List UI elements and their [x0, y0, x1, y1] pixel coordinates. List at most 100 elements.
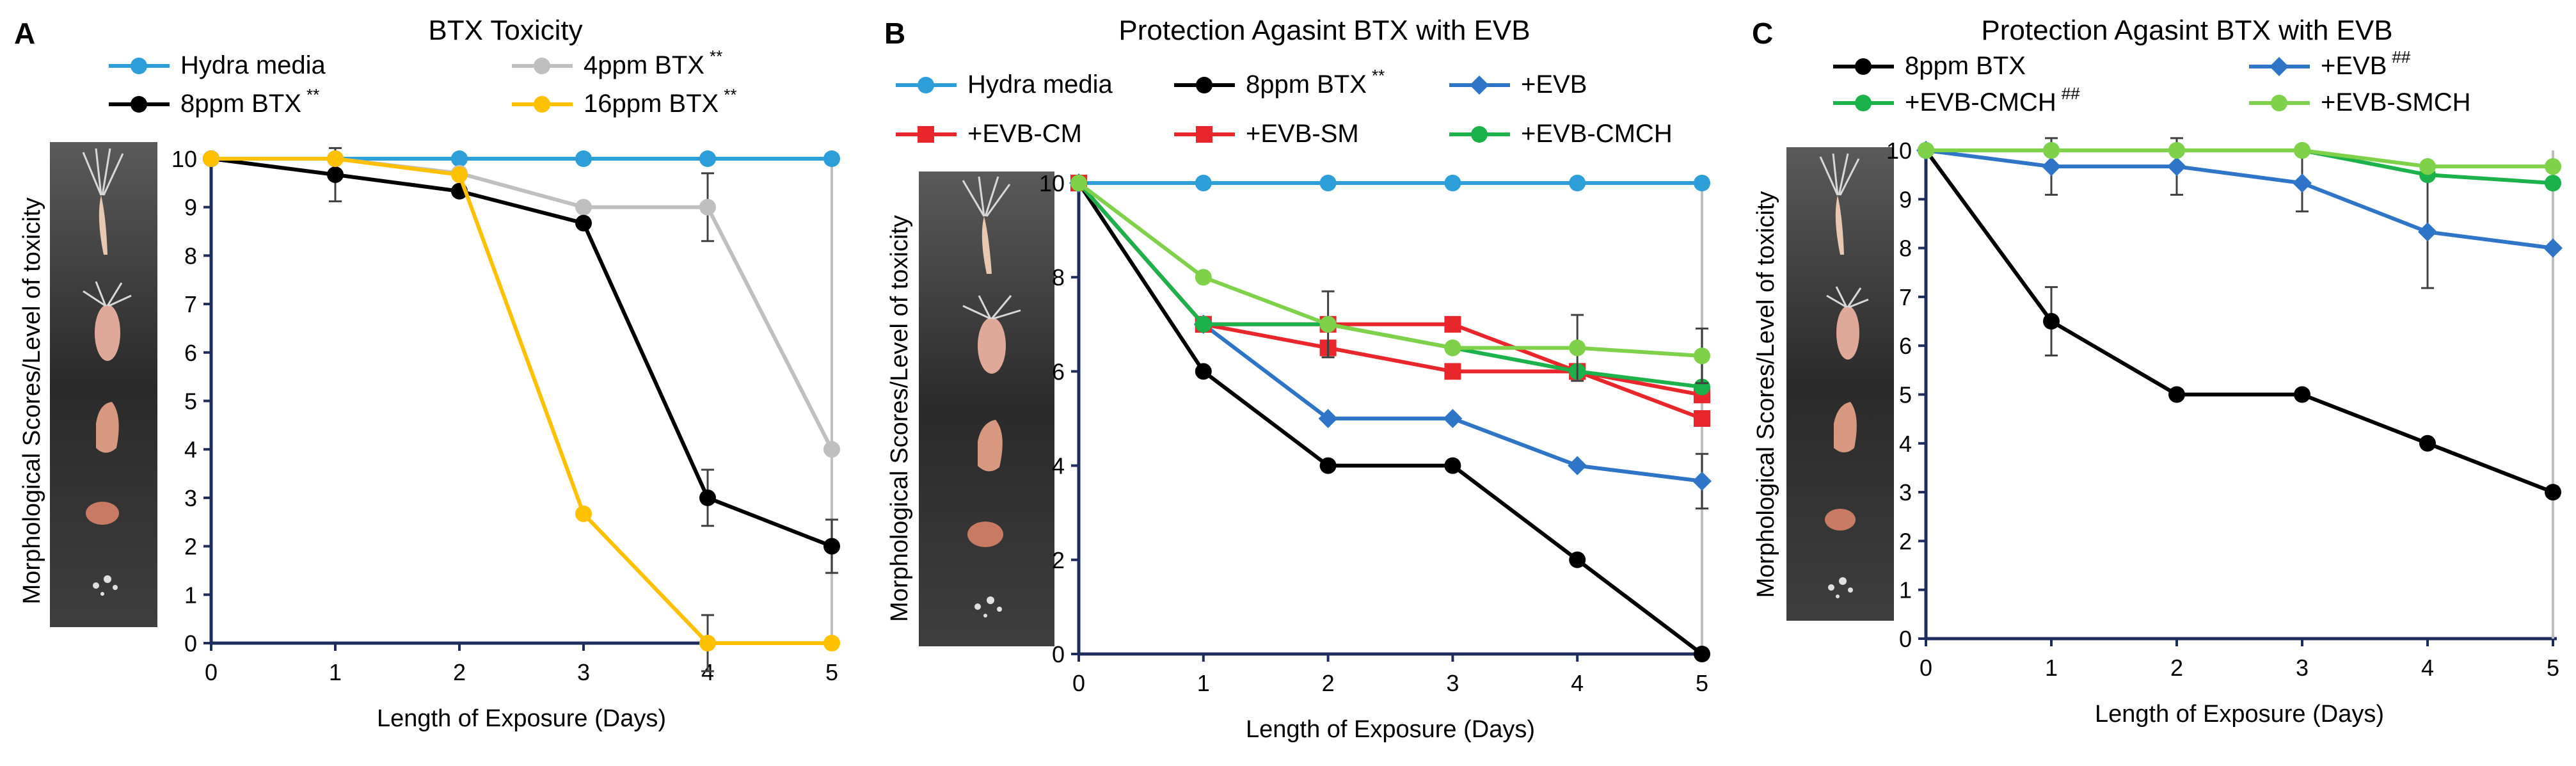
- data-point: [1318, 409, 1338, 428]
- legend-a: Hydra media 4ppm BTX **8ppm BTX ** 16ppm BTX…: [109, 47, 736, 118]
- series-line: [1926, 148, 2553, 169]
- data-point: [2042, 157, 2061, 177]
- series-line: [1924, 149, 2554, 494]
- data-point: [1444, 457, 1461, 474]
- data-point: [327, 166, 344, 183]
- legend-label: 8ppm BTX: [180, 90, 301, 118]
- legend-item-8ppm-btx: 8ppm BTX **: [109, 85, 319, 118]
- series-line: [1077, 181, 1703, 358]
- series-hydra-media: [1070, 175, 1710, 191]
- panel-letter-c: C: [1752, 17, 1773, 50]
- legend-label: +EVB-CMCH: [1521, 120, 1673, 148]
- plot-area-c: 0 1 2 3 4 5 6 7 8 9 10 0 1 2 3 4 5 Length of Exposure (Da…: [1753, 137, 2563, 728]
- legend-label: +EVB-CMCH: [1905, 88, 2056, 116]
- data-point: [1319, 175, 1337, 191]
- data-point: [1692, 471, 1712, 491]
- legend-marker: [131, 58, 147, 74]
- series-evb-cmch: [1070, 175, 1710, 395]
- y-tick-label: 8: [1052, 264, 1065, 291]
- legend-item-hydra-media: Hydra media: [109, 51, 326, 79]
- legend-item-evb-smch: +EVB-SMCH: [2249, 88, 2471, 116]
- panel-c: C Protection Agasint BTX with EVB 8ppm B…: [1752, 15, 2563, 728]
- series-line: [211, 157, 834, 451]
- y-tick-label: 0: [184, 630, 197, 657]
- data-point: [2168, 142, 2185, 159]
- legend-item-8ppm-btx: 8ppm BTX: [1833, 52, 2026, 80]
- x-tick-label: 2: [2170, 655, 2183, 681]
- legend-significance: **: [724, 85, 736, 104]
- data-point: [1319, 457, 1337, 474]
- legend-label: Hydra media: [967, 70, 1113, 99]
- legend-item-evb-cm: +EVB-CM: [896, 120, 1082, 148]
- x-axis-label: Length of Exposure (Days): [2095, 701, 2384, 728]
- x-tick-label: 2: [453, 659, 466, 685]
- y-axis-label: Morphological Scores/Level of toxicity: [19, 198, 45, 605]
- hydra-tulip-icon: [967, 522, 1003, 547]
- hydra-disintegrated-icon: [1828, 577, 1853, 598]
- legend-significance: ##: [2062, 84, 2080, 103]
- y-tick-label: 6: [184, 340, 197, 366]
- data-point: [1444, 315, 1461, 333]
- y-tick-label: 10: [171, 146, 197, 172]
- hydra-normal-icon: [1819, 153, 1860, 255]
- legend-item-evb-sm: +EVB-SM: [1174, 120, 1359, 148]
- data-point: [699, 489, 716, 506]
- legend-marker: [1196, 126, 1212, 143]
- legend-label: 16ppm BTX: [584, 90, 719, 118]
- data-point: [1070, 175, 1087, 191]
- x-axis-label: Length of Exposure (Days): [1246, 716, 1535, 743]
- data-point: [1694, 410, 1710, 427]
- data-point: [1569, 175, 1586, 191]
- legend-marker: [1470, 76, 1489, 95]
- y-tick-label: 9: [1899, 186, 1912, 212]
- data-point: [2545, 158, 2561, 175]
- data-point: [575, 198, 592, 216]
- y-tick-label: 2: [184, 534, 197, 560]
- series-evb-smch: [1918, 142, 2561, 175]
- hydra-disintegrated-icon: [93, 575, 118, 596]
- legend-item-hydra-media: Hydra media: [896, 70, 1113, 99]
- y-tick-label: 2: [1899, 528, 1912, 554]
- x-tick-label: 4: [2421, 655, 2434, 681]
- data-point: [575, 505, 592, 522]
- data-point: [2294, 142, 2310, 159]
- data-point: [451, 166, 468, 183]
- legend-marker: [918, 126, 934, 143]
- data-point: [2293, 173, 2312, 193]
- y-tick-label: 6: [1052, 358, 1065, 385]
- y-tick-label: 10: [1039, 170, 1065, 196]
- hydra-disintegrated-icon: [974, 596, 1002, 618]
- x-tick-label: 1: [1197, 670, 1210, 696]
- data-point: [823, 150, 840, 167]
- legend-significance: **: [306, 85, 319, 104]
- data-point: [1319, 315, 1337, 333]
- y-tick-label: 10: [1886, 138, 1912, 164]
- y-tick-label: 3: [184, 485, 197, 511]
- legend-item-evb: +EVB ##: [2249, 47, 2411, 80]
- panel-letter-a: A: [14, 17, 35, 50]
- legend-marker: [1855, 95, 1872, 111]
- series-evb-cm: [1070, 175, 1710, 404]
- series-evb: [1916, 137, 2563, 289]
- y-tick-label: 4: [1899, 431, 1912, 457]
- hydra-strip-c: [1786, 147, 1894, 621]
- series-16ppm-btx: [203, 150, 840, 673]
- y-tick-label: 4: [1052, 453, 1065, 479]
- legend-marker: [1471, 126, 1488, 143]
- legend-marker: [918, 77, 934, 93]
- panel-a: A BTX Toxicity Hydra media 4ppm BTX **8ppm…: [14, 15, 840, 732]
- series-line: [1077, 182, 1703, 483]
- hydra-normal-icon: [962, 176, 1011, 274]
- legend-item-16ppm-btx: 16ppm BTX **: [512, 85, 736, 118]
- data-point: [2419, 435, 2436, 452]
- data-point: [1195, 269, 1212, 286]
- series-8ppm-btx: [1918, 142, 2561, 501]
- y-tick-label: 9: [184, 195, 197, 221]
- series-8ppm-btx: [203, 147, 840, 574]
- series-line: [1925, 148, 2554, 250]
- x-tick-label: 0: [1072, 670, 1085, 696]
- data-point: [1694, 175, 1710, 191]
- y-tick-label: 6: [1899, 333, 1912, 359]
- y-tick-label: 2: [1052, 547, 1065, 573]
